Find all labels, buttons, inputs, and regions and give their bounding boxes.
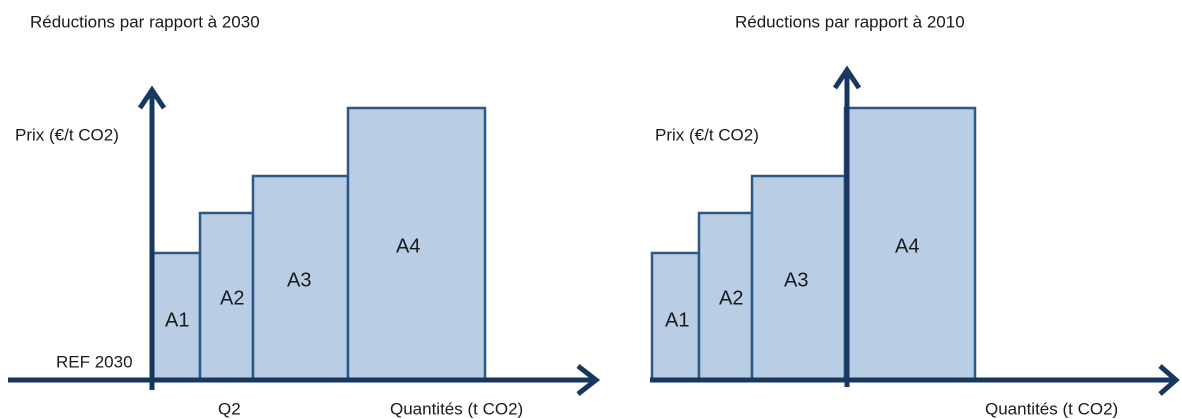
arrow-head [137, 85, 167, 110]
block [251, 174, 350, 382]
block-label: A4 [895, 235, 919, 257]
panel-title: Réductions par rapport à 2010 [735, 12, 965, 31]
right-panel: Réductions par rapport à 2010 A1 A2 A3 A… [650, 12, 1180, 418]
left-panel: Réductions par rapport à 2030 A1 A2 A3 A… [8, 12, 601, 418]
x-axis-label: Quantités (t CO2) [985, 399, 1118, 418]
block-label: A2 [220, 287, 244, 309]
block [346, 106, 487, 382]
block-label: A1 [665, 309, 689, 331]
x-axis-label: Quantités (t CO2) [390, 399, 523, 418]
block [843, 106, 977, 382]
arrow-head [1158, 364, 1180, 396]
reference-label: REF 2030 [56, 352, 133, 371]
block-label: A3 [287, 269, 311, 291]
arrow-head [576, 364, 601, 396]
block-label: A1 [165, 309, 189, 331]
block-label: A3 [784, 269, 808, 291]
y-axis-label: Prix (€/t CO2) [15, 125, 119, 144]
quantity-label: Q2 [218, 399, 241, 418]
block [697, 211, 754, 382]
panel-title: Réductions par rapport à 2030 [30, 12, 260, 31]
y-axis-label: Prix (€/t CO2) [655, 125, 759, 144]
block-label: A2 [719, 287, 743, 309]
block [198, 211, 255, 382]
arrow-head [832, 65, 862, 90]
block-label: A4 [396, 235, 420, 257]
